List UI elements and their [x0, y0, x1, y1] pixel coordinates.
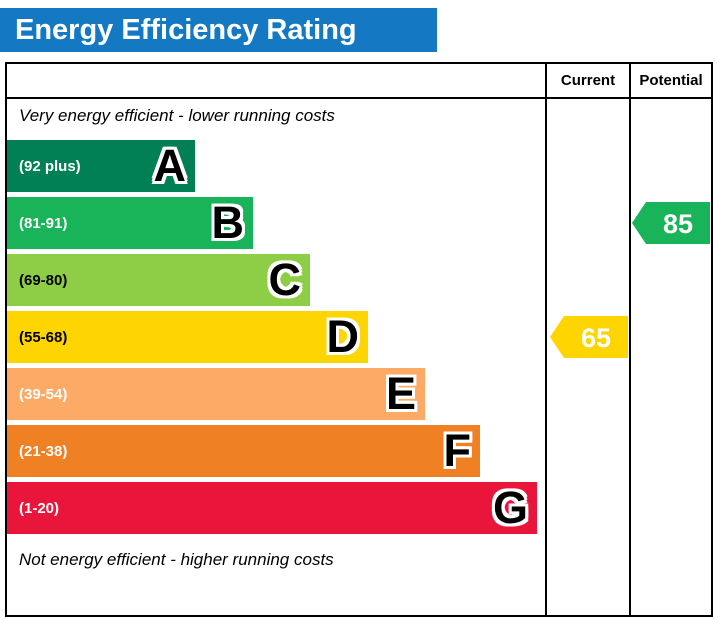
band-letter: D [326, 311, 360, 362]
band-range-label: (69-80) [19, 271, 68, 289]
potential-column-divider [629, 64, 631, 615]
current-rating-arrow: 65 [550, 316, 628, 358]
chart-area: Current Potential Very energy efficient … [5, 62, 713, 617]
potential-rating-arrow: 85 [632, 202, 710, 244]
current-column-divider [545, 64, 547, 615]
band-range-label: (81-91) [19, 214, 68, 232]
band-letter: G [492, 482, 528, 533]
title-banner: Energy Efficiency Rating [0, 8, 437, 52]
band-letter: C [268, 254, 302, 305]
band-bar-b: (81-91) B [7, 197, 253, 249]
band-range-label: (1-20) [19, 499, 60, 517]
band-letter: F [443, 425, 472, 476]
column-header-potential: Potential [639, 72, 703, 89]
band-bar-e: (39-54) E [7, 368, 425, 420]
band-bar-c: (69-80) C [7, 254, 310, 306]
potential-rating-value: 85 [663, 209, 693, 239]
bottom-note: Not energy efficient - higher running co… [19, 550, 334, 569]
band-range-label: (55-68) [19, 328, 68, 346]
column-header-current: Current [560, 72, 616, 89]
page-title: Energy Efficiency Rating [15, 14, 357, 46]
band-bar-a: (92 plus) A [7, 140, 195, 192]
current-rating-value: 65 [581, 323, 611, 353]
band-letter: B [211, 197, 245, 248]
band-bar-f: (21-38) F [7, 425, 480, 477]
header-divider-line [7, 97, 711, 99]
current-arrow-shape [550, 316, 628, 358]
band-range-label: (39-54) [19, 385, 68, 403]
potential-arrow-shape [632, 202, 710, 244]
band-range-label: (92 plus) [19, 157, 81, 175]
top-note: Very energy efficient - lower running co… [19, 106, 335, 125]
band-bar-g: (1-20) G [7, 482, 537, 534]
band-letter: E [385, 368, 416, 419]
band-range-label: (21-38) [19, 442, 68, 460]
band-bar-d: (55-68) D [7, 311, 368, 363]
band-letter: A [153, 140, 187, 191]
